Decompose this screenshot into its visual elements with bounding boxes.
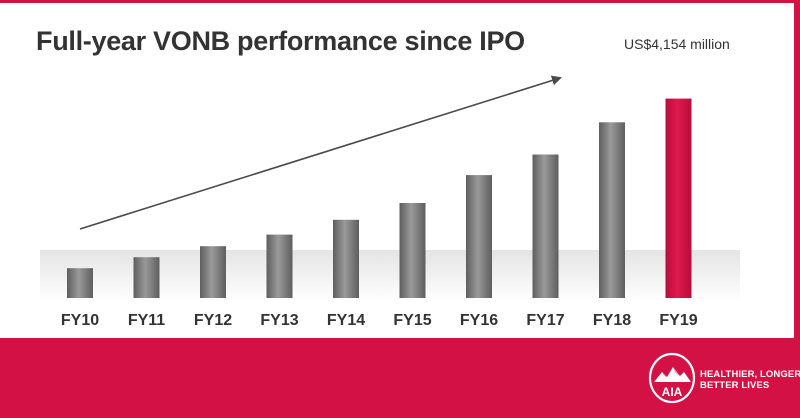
tick-label-fy18: FY18 <box>593 312 631 329</box>
tick-label-fy17: FY17 <box>526 312 564 329</box>
bar-chart: FY10 FY11 FY12 FY13 FY14 FY15 FY16 FY17 FY18 FY19 <box>40 75 740 329</box>
bar-fy10 <box>67 268 93 298</box>
tick-label-fy15: FY15 <box>393 312 431 329</box>
tagline-line-1: HEALTHIER, LONGER, <box>700 369 800 380</box>
bar-fy12 <box>200 246 226 298</box>
tick-label-fy12: FY12 <box>194 312 232 329</box>
bar-fy19 <box>665 98 692 298</box>
tick-label-fy10: FY10 <box>61 312 99 329</box>
tick-label-fy11: FY11 <box>128 312 165 329</box>
bar-fy15 <box>399 203 426 298</box>
trend-arrow <box>79 75 562 230</box>
tick-label-fy14: FY14 <box>327 312 365 329</box>
bar-fy11 <box>133 257 160 298</box>
x-axis-tick-labels: FY10 FY11 FY12 FY13 FY14 FY15 FY16 FY17 FY18 FY19 <box>61 312 698 329</box>
bar-fy13 <box>266 234 293 298</box>
chart-title: Full-year VONB performance since IPO <box>36 26 525 56</box>
tagline: HEALTHIER, LONGER, BETTER LIVES <box>700 369 800 391</box>
value-annotation: US$4,154 million <box>624 36 730 52</box>
top-accent-strip <box>0 0 800 3</box>
right-accent-strip <box>794 0 800 340</box>
bar-fy18 <box>599 122 625 298</box>
bar-fy16 <box>466 175 492 298</box>
logo-wordmark: AIA <box>662 385 683 399</box>
aia-logo: AIA <box>648 352 696 404</box>
bar-fy14 <box>333 219 359 298</box>
tick-label-fy19: FY19 <box>659 312 697 329</box>
tagline-line-2: BETTER LIVES <box>700 380 770 391</box>
bar-fy17 <box>532 154 559 298</box>
tick-label-fy13: FY13 <box>260 312 298 329</box>
tick-label-fy16: FY16 <box>460 312 498 329</box>
bars-group <box>67 98 692 298</box>
